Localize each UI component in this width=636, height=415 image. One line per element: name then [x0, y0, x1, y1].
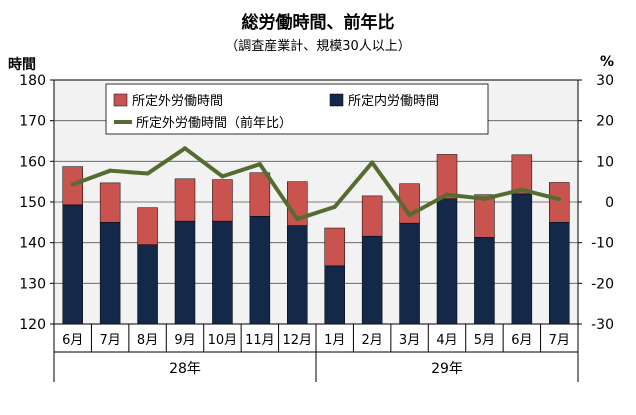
chart-title: 総労働時間、前年比	[241, 13, 395, 33]
y-tick-label: 170	[19, 114, 46, 130]
x-tick-label: 5月	[474, 333, 495, 348]
bar-scheduled-hours	[511, 193, 533, 325]
x-tick-label: 2月	[362, 333, 383, 348]
line-point	[332, 204, 337, 209]
line-point	[370, 160, 375, 165]
bar-scheduled-hours	[474, 237, 495, 325]
line-point	[295, 217, 300, 222]
y2-tick-label: 20	[596, 114, 614, 130]
x-tick-label: 7月	[100, 333, 121, 348]
bar-scheduled-hours	[174, 220, 196, 325]
legend-box	[105, 83, 489, 135]
y2-tick-label: 10	[596, 154, 614, 170]
line-point	[557, 197, 562, 202]
x-tick-label: 12月	[283, 333, 313, 348]
bar-scheduled-hours	[361, 235, 383, 325]
bar-overtime-hours	[474, 194, 495, 238]
year-group-label: 28年	[169, 361, 201, 377]
line-point	[183, 146, 187, 151]
year-group-label: 29年	[431, 361, 463, 377]
y-tick-label: 140	[19, 236, 46, 252]
y2-tick-label: 30	[596, 73, 614, 89]
bar-scheduled-hours	[249, 215, 271, 325]
bar-overtime-hours	[99, 182, 121, 223]
bar-overtime-hours	[212, 179, 233, 222]
bar-scheduled-hours	[436, 198, 458, 325]
line-point	[407, 213, 412, 218]
x-tick-label: 3月	[399, 333, 420, 348]
x-tick-label: 6月	[62, 333, 83, 348]
y-tick-label: 150	[19, 195, 46, 211]
y-tick-label: 120	[19, 317, 46, 333]
line-point	[257, 162, 262, 167]
legend-swatch	[113, 93, 128, 107]
bar-scheduled-hours	[287, 225, 308, 325]
y2-tick-label: 0	[605, 195, 614, 211]
bar-overtime-hours	[137, 207, 158, 245]
x-tick-label: 7月	[549, 333, 570, 348]
chart-subtitle: （調査産業計、規模30人以上）	[225, 39, 411, 54]
y2-axis-label: %	[600, 54, 615, 70]
line-point	[482, 196, 487, 201]
bar-overtime-hours	[436, 154, 458, 199]
bar-overtime-hours	[249, 172, 271, 217]
bar-overtime-hours	[549, 182, 570, 223]
y2-tick-label: -10	[591, 236, 614, 252]
line-point	[108, 168, 113, 173]
bar-overtime-hours	[174, 178, 196, 222]
y2-tick-label: -20	[591, 276, 614, 292]
line-point	[445, 192, 449, 197]
bar-scheduled-hours	[212, 220, 233, 325]
bar-overtime-hours	[324, 227, 345, 267]
x-tick-label: 11月	[245, 333, 275, 348]
legend-label: 所定外労働時間	[132, 94, 223, 109]
y-tick-label: 160	[19, 154, 46, 170]
x-tick-label: 6月	[511, 333, 532, 348]
bar-overtime-hours	[361, 195, 383, 237]
x-tick-label: 1月	[324, 333, 345, 348]
bar-scheduled-hours	[99, 222, 121, 325]
bar-scheduled-hours	[137, 244, 158, 325]
legend-swatch	[329, 93, 344, 107]
x-tick-label: 8月	[137, 333, 158, 348]
line-point	[220, 174, 225, 179]
y-axis-label: 時間	[8, 57, 36, 73]
x-tick-label: 4月	[436, 333, 457, 348]
line-point	[70, 182, 75, 187]
bar-scheduled-hours	[549, 222, 570, 325]
y-tick-label: 180	[19, 73, 46, 89]
y-tick-label: 130	[19, 276, 46, 292]
line-point	[145, 171, 150, 176]
y2-tick-label: -30	[591, 317, 614, 333]
line-overtime-yoy	[72, 146, 560, 222]
bar-overtime-hours	[511, 154, 533, 195]
x-tick-label: 9月	[174, 333, 195, 348]
x-tick-label: 10月	[208, 333, 238, 348]
line-point	[519, 187, 524, 192]
bar-scheduled-hours	[399, 222, 420, 325]
bar-scheduled-hours	[62, 204, 83, 325]
legend-label: 所定外労働時間（前年比）	[136, 115, 292, 131]
legend-label: 所定内労働時間	[348, 93, 439, 109]
bar-scheduled-hours	[324, 265, 345, 325]
